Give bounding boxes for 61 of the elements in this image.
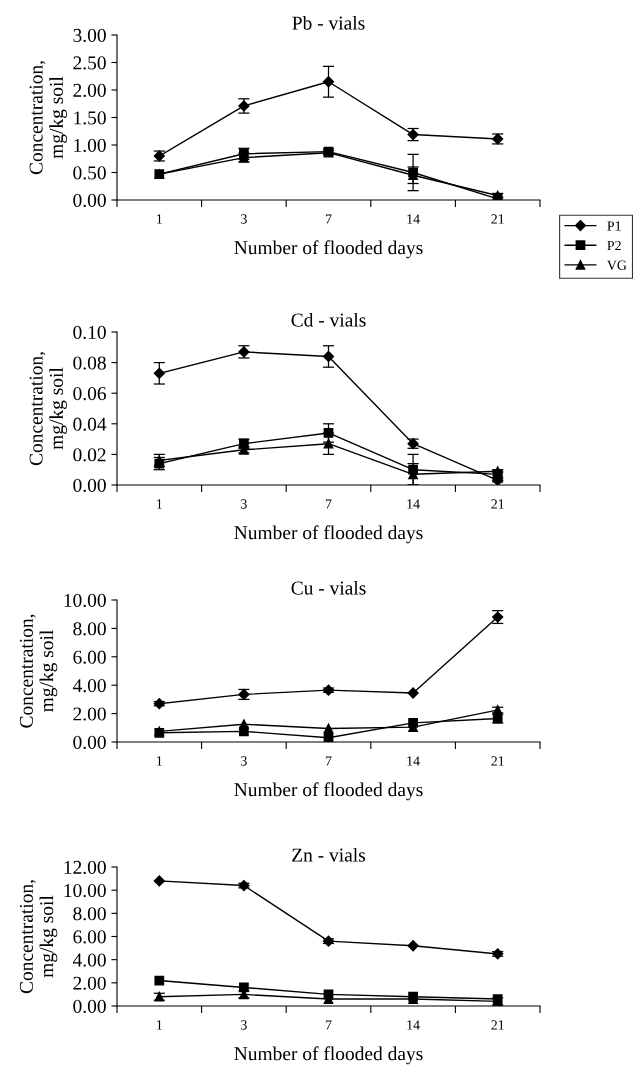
y-tick-label: 8.00: [73, 907, 106, 921]
x-axis-title: Number of flooded days: [234, 240, 423, 259]
x-tick-label: 1: [157, 214, 162, 224]
x-tick-label: 21: [491, 214, 504, 224]
y-tick-label: 4.00: [72, 679, 106, 693]
y-tick-label: 10.00: [64, 883, 106, 898]
y-tick-label: 6.00: [73, 930, 106, 944]
y-tick-label: 0.00: [73, 999, 106, 1014]
y-tick-label: 2.00: [73, 976, 106, 990]
y-axis-title: Concentration, mg/kg soil: [29, 352, 67, 466]
chart-title: Cd - vials: [291, 312, 366, 327]
x-tick-label: 1: [157, 1020, 162, 1030]
y-tick-label: 12.00: [64, 860, 106, 875]
y-tick-label: 1.50: [74, 111, 106, 125]
y-tick-label: 0.02: [73, 448, 106, 462]
x-tick-label: 3: [241, 756, 247, 766]
y-tick-label: 0.50: [73, 166, 106, 180]
x-axis-title: Number of flooded days: [234, 1046, 423, 1065]
x-tick-label: 1: [157, 499, 162, 509]
x-tick-label: 21: [491, 1020, 504, 1030]
y-tick-label: 0.00: [73, 735, 106, 750]
y-tick-label: 2.00: [73, 83, 106, 98]
x-tick-label: 1: [157, 756, 162, 766]
y-tick-label: 8.00: [73, 622, 106, 636]
y-tick-label: 0.06: [73, 387, 106, 401]
y-tick-label: 2.50: [73, 56, 106, 70]
y-tick-label: 2.00: [73, 707, 106, 721]
chart-title: Cu - vials: [291, 580, 366, 595]
y-axis-title: Concentration, mg/kg soil: [29, 61, 67, 175]
legend-label: P1: [607, 221, 621, 231]
x-tick-label: 3: [241, 1020, 247, 1030]
y-tick-label: 4.00: [72, 953, 106, 967]
x-tick-label: 7: [325, 1020, 332, 1030]
x-tick-label: 3: [241, 214, 247, 224]
chart-title: Pb - vials: [292, 15, 365, 30]
x-tick-label: 21: [491, 499, 504, 509]
legend-label: VG: [607, 260, 627, 270]
y-tick-label: 0.10: [73, 325, 106, 340]
y-tick-label: 0.00: [73, 478, 106, 493]
x-tick-label: 7: [325, 214, 332, 224]
x-tick-label: 7: [325, 499, 332, 509]
y-tick-label: 10.00: [64, 593, 106, 608]
x-axis-title: Number of flooded days: [234, 782, 423, 801]
x-tick-label: 7: [325, 756, 332, 766]
y-tick-label: 0.04: [73, 417, 107, 431]
y-tick-label: 6.00: [73, 650, 106, 664]
y-tick-label: 0.00: [73, 193, 106, 208]
y-tick-label: 1.00: [74, 138, 106, 153]
x-tick-label: 14: [407, 756, 420, 766]
x-tick-label: 14: [407, 1020, 420, 1030]
legend-label: P2: [607, 240, 621, 251]
x-axis-title: Number of flooded days: [234, 525, 423, 544]
y-tick-label: 0.08: [73, 356, 106, 370]
y-tick-label: 3.00: [73, 28, 106, 43]
x-tick-label: 21: [491, 756, 504, 766]
x-tick-label: 3: [241, 499, 247, 509]
y-axis-title: Concentration, mg/kg soil: [19, 614, 58, 728]
chart-title: Zn - vials: [292, 847, 366, 862]
x-tick-label: 14: [407, 214, 420, 224]
y-axis-title: Concentration, mg/kg soil: [19, 880, 58, 994]
x-tick-label: 14: [407, 499, 420, 509]
